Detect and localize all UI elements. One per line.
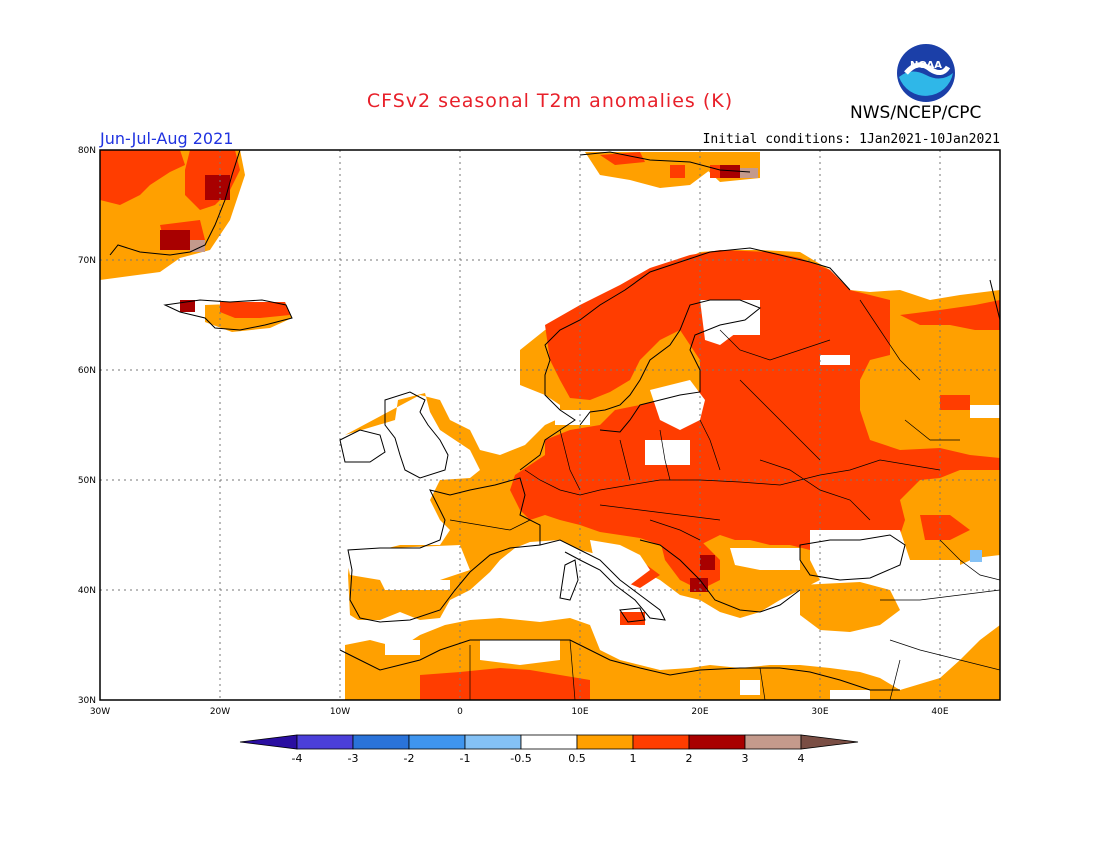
legend-swatch <box>408 734 466 750</box>
legend-swatch <box>352 734 410 750</box>
legend-label: 4 <box>798 752 805 765</box>
lon-label: 0 <box>457 707 463 717</box>
legend-label: 1 <box>630 752 637 765</box>
lat-label: 80N <box>78 146 96 156</box>
lon-label: 10E <box>571 707 588 717</box>
legend-swatch <box>632 734 690 750</box>
legend-label: 3 <box>742 752 749 765</box>
legend-label: -0.5 <box>510 752 531 765</box>
legend-label: 0.5 <box>568 752 586 765</box>
legend-label: 2 <box>686 752 693 765</box>
initial-conditions-label: Initial conditions: 1Jan2021-10Jan2021 <box>702 132 1000 147</box>
lon-label: 30E <box>811 707 828 717</box>
lat-label: 60N <box>78 366 96 376</box>
lon-label: 20E <box>691 707 708 717</box>
legend-swatch <box>520 734 578 750</box>
legend-swatch <box>576 734 634 750</box>
lon-label: 20W <box>210 707 230 717</box>
legend-label: -4 <box>292 752 303 765</box>
coastlines <box>109 150 1000 691</box>
near-normal-region <box>345 300 1000 700</box>
legend-swatch <box>464 734 522 750</box>
legend-label: -1 <box>460 752 471 765</box>
map-frame <box>99 149 1001 701</box>
season-label: Jun-Jul-Aug 2021 <box>100 129 234 148</box>
lon-label: 30W <box>90 707 110 717</box>
legend-swatch <box>744 734 802 750</box>
legend-label: -2 <box>404 752 415 765</box>
legend-swatch <box>296 734 354 750</box>
legend-swatch <box>688 734 746 750</box>
lon-label: 40E <box>931 707 948 717</box>
color-legend: -4 -3 -2 -1 -0.5 0.5 1 2 3 4 <box>239 734 859 765</box>
map-title: CFSv2 seasonal T2m anomalies (K) <box>366 90 734 112</box>
longitude-labels: 30W 20W 10W 0 10E 20E 30E 40E <box>90 707 949 717</box>
lat-label: 50N <box>78 476 96 486</box>
anomaly-negative-cell <box>970 550 982 562</box>
country-borders <box>449 299 1000 700</box>
legend-label: -3 <box>348 752 359 765</box>
latitude-labels: 30N 40N 50N 60N 70N 80N <box>78 146 96 706</box>
noaa-logo-icon: NOAA <box>897 44 955 102</box>
anomaly-3-4-region <box>190 168 758 252</box>
anomaly-2-3-region <box>160 165 740 592</box>
gridlines <box>100 150 1000 700</box>
agency-label: NWS/NCEP/CPC <box>850 103 982 123</box>
lat-label: 70N <box>78 256 96 266</box>
legend-swatch <box>800 734 859 750</box>
lon-label: 10W <box>330 707 350 717</box>
logo-text: NOAA <box>910 60 942 71</box>
lat-label: 30N <box>78 696 96 706</box>
legend-swatch <box>239 734 298 750</box>
lat-label: 40N <box>78 586 96 596</box>
